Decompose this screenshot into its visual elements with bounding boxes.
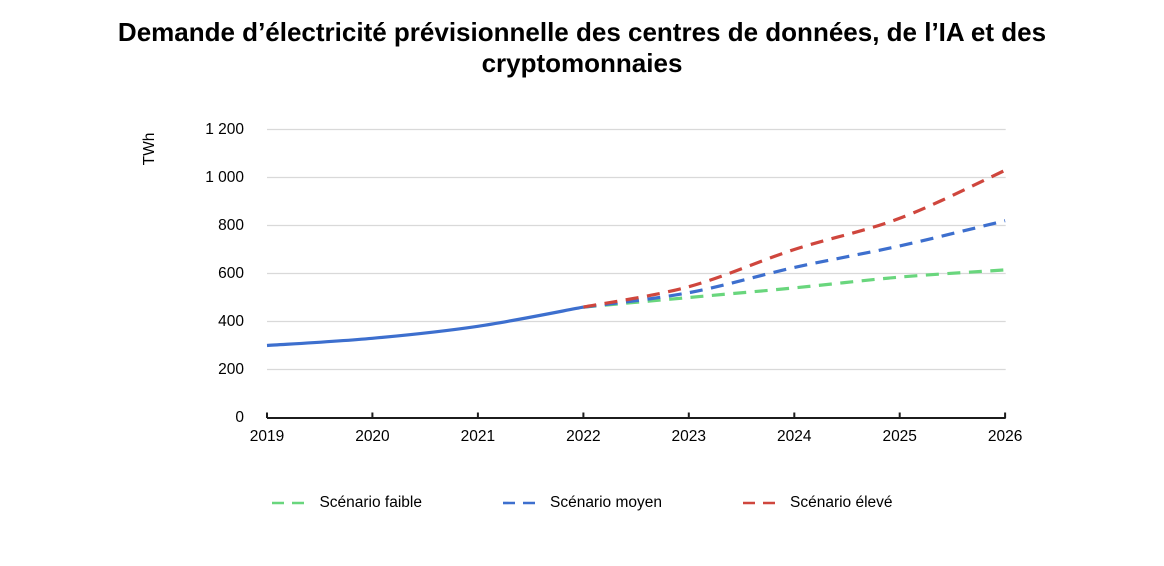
series-line-scenario-faible [583,268,1006,309]
legend-entry-scenario-faible: Scénario faible [271,494,422,512]
y-tick-label: 0 [235,408,244,426]
y-tick-label: 600 [218,264,244,282]
x-tick-label: 2024 [777,427,812,445]
series-line-scenario-moyen [583,219,1006,309]
y-tick-label: 1 200 [205,120,244,138]
x-tick-label: 2023 [671,427,707,445]
y-tick-label: 1 000 [205,168,244,186]
x-axis [266,412,1007,419]
legend-label: Scénario élevé [790,494,893,511]
legend-label: Scénario moyen [549,494,662,511]
x-tick-label: 2020 [355,427,390,445]
legend-entry-scenario-eleve: Scénario élevé [742,494,893,512]
x-tick-label: 2022 [566,427,601,445]
series-line-historique [266,305,584,348]
y-tick-label: 400 [218,312,244,330]
y-tick-label: 200 [218,360,244,378]
legend-entry-scenario-moyen: Scénario moyen [502,494,662,512]
x-tick-label: 2021 [460,427,496,445]
dashed-line-swatch-green [272,501,307,505]
x-tick-label: 2026 [987,427,1023,445]
x-tick-label: 2019 [249,427,285,445]
legend-label: Scénario faible [319,494,422,511]
chart-title: Demande d’électricité prévisionnelle des… [117,17,1047,78]
y-axis-title: TWh [141,132,158,166]
x-tick-label: 2025 [882,427,917,445]
dashed-line-swatch-red [743,501,777,505]
y-tick-label: 800 [218,216,244,234]
legend: Scénario faible Scénario moyen Scénario … [0,494,1164,512]
dashed-line-swatch-blue [502,501,537,505]
series-line-scenario-eleve [583,168,1006,309]
